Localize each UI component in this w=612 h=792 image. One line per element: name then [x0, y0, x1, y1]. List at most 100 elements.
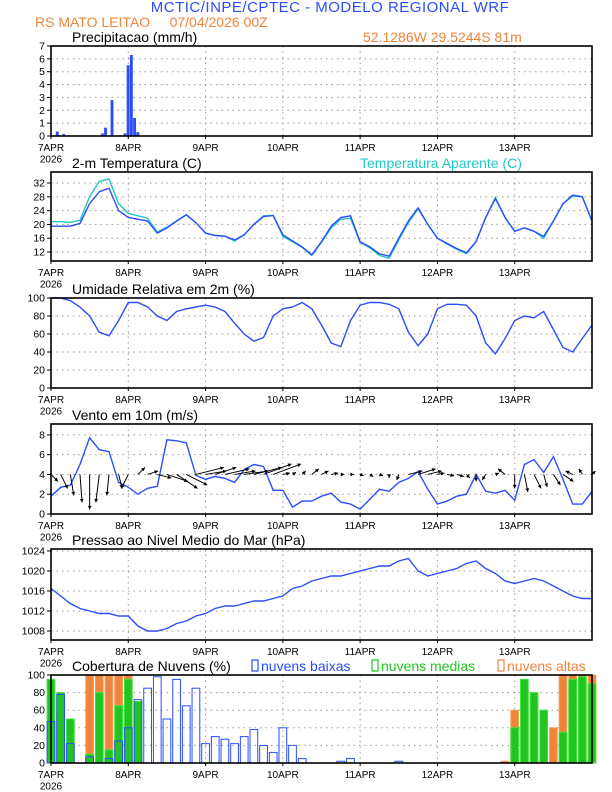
wind-vector-head — [525, 488, 530, 492]
x-tick-label: 8APR — [115, 647, 141, 658]
press-panel: 1008 1012 1016 1020 1024 7APR 8APR 9APR 10APR 11A… — [22, 532, 593, 670]
low-cloud-bar — [220, 738, 230, 764]
y-tick-label: 3 — [39, 92, 45, 104]
x-tick-label: 13APR — [499, 647, 531, 658]
mid-cloud-bar — [133, 700, 143, 764]
y-tick-label: 1012 — [22, 606, 46, 618]
wind-vector-head — [220, 466, 224, 471]
x-tick-label: 9APR — [193, 647, 219, 658]
wind-vector — [253, 466, 282, 475]
wind-vector — [263, 463, 292, 475]
x-tick-label: 11APR — [345, 521, 376, 532]
wind-vector-head — [556, 480, 561, 485]
y-tick-label: 32 — [33, 178, 45, 190]
mid-cloud-bar — [529, 692, 539, 764]
y-tick-label: 80 — [33, 311, 45, 323]
mid-cloud-bar — [65, 718, 75, 764]
y-tick-label: 40 — [33, 722, 45, 734]
wind-vector — [106, 474, 110, 496]
wind-vector-head — [498, 468, 502, 473]
x-tick-label: 10APR — [267, 143, 299, 154]
x-tick-label: 10APR — [267, 395, 299, 406]
legend-nuvens-medias: nuvens medias — [381, 658, 475, 674]
x-tick-label: 11APR — [345, 647, 376, 658]
y-tick-label: 8 — [39, 429, 45, 441]
y-tick-label: 1 — [39, 118, 45, 130]
wind-vector-head — [450, 473, 455, 478]
mid-cloud-bar — [577, 676, 587, 764]
x-tick-label: 11APR — [345, 143, 376, 154]
wind-vector-head — [437, 469, 442, 474]
y-tick-label: 6 — [39, 449, 45, 461]
x-tick-label: 12APR — [422, 268, 454, 279]
legend-apparent-temp: Temperatura Aparente (C) — [360, 155, 522, 171]
panel-title: Precipitacao (mm/h) — [72, 29, 197, 45]
wind-vector-head — [324, 470, 329, 475]
legend-swatch-icon — [497, 659, 505, 672]
legend-swatch-icon — [251, 659, 259, 672]
y-tick-label: 20 — [33, 219, 45, 231]
precip-bar — [126, 65, 130, 136]
wind-vector-head — [245, 467, 250, 472]
mid-cloud-bar — [510, 727, 520, 764]
x-tick-label: 7APR — [38, 395, 64, 406]
x-tick-label: 8APR — [115, 268, 141, 279]
high-cloud-bar — [85, 674, 95, 764]
wind-vector-head — [350, 472, 354, 477]
wind-vector-head — [286, 471, 290, 476]
wind-vector — [234, 470, 256, 475]
wind-vector-head — [71, 491, 76, 496]
wind-vector-head — [544, 483, 549, 488]
y-tick-label: 6 — [39, 53, 45, 65]
wind-vector — [195, 466, 225, 475]
x-tick-label: 13APR — [499, 770, 531, 781]
wind-vector-head — [494, 472, 499, 477]
y-tick-label: 0 — [39, 509, 45, 521]
wind-vector-head — [79, 498, 84, 503]
wind-vector-head — [232, 466, 237, 471]
wind-vector-head — [378, 472, 383, 477]
x-tick-label: 7APR — [38, 268, 64, 279]
low-cloud-bar — [181, 705, 191, 764]
y-tick-label: 100 — [27, 670, 45, 682]
x-tick-label: 7APR — [38, 521, 64, 532]
low-cloud-bar — [210, 736, 220, 764]
wind-vector-head — [94, 498, 99, 503]
x-tick-label: 7APR — [38, 143, 64, 154]
x-tick-label: 9APR — [193, 770, 219, 781]
x-tick-label: 12APR — [422, 521, 454, 532]
wind-vector-head — [474, 477, 478, 482]
precip-bar — [62, 134, 66, 136]
low-cloud-bar — [259, 744, 268, 764]
wind-vector-head — [105, 491, 110, 496]
wind-vector-head — [297, 463, 302, 467]
precip-bar — [136, 132, 140, 136]
low-cloud-bar — [172, 678, 181, 764]
low-cloud-bar — [191, 687, 201, 764]
year-label: 2026 — [40, 280, 63, 291]
wind-vector — [273, 463, 302, 475]
x-tick-label: 7APR — [38, 647, 64, 658]
wind-vector-head — [569, 477, 574, 482]
x-tick-label: 11APR — [345, 268, 376, 279]
y-tick-label: 1016 — [22, 586, 46, 598]
wind-vector-head — [314, 468, 319, 473]
year-label: 2026 — [40, 659, 63, 670]
y-tick-label: 28 — [33, 191, 45, 203]
low-cloud-bar — [288, 744, 297, 764]
x-tick-label: 12APR — [422, 143, 454, 154]
x-tick-label: 9APR — [193, 268, 219, 279]
y-tick-label: 80 — [33, 687, 45, 699]
panel-title: Umidade Relativa em 2m (%) — [72, 281, 255, 297]
wind-vector-head — [482, 476, 486, 481]
mid-cloud-bar — [56, 692, 66, 764]
x-tick-label: 13APR — [499, 143, 531, 154]
wind-vector — [215, 466, 237, 475]
wind-vector-head — [396, 476, 400, 481]
low-cloud-bar — [162, 718, 172, 764]
wind-vector-head — [369, 473, 374, 477]
wind-vector-head — [512, 484, 517, 489]
y-tick-label: 16 — [33, 233, 45, 245]
